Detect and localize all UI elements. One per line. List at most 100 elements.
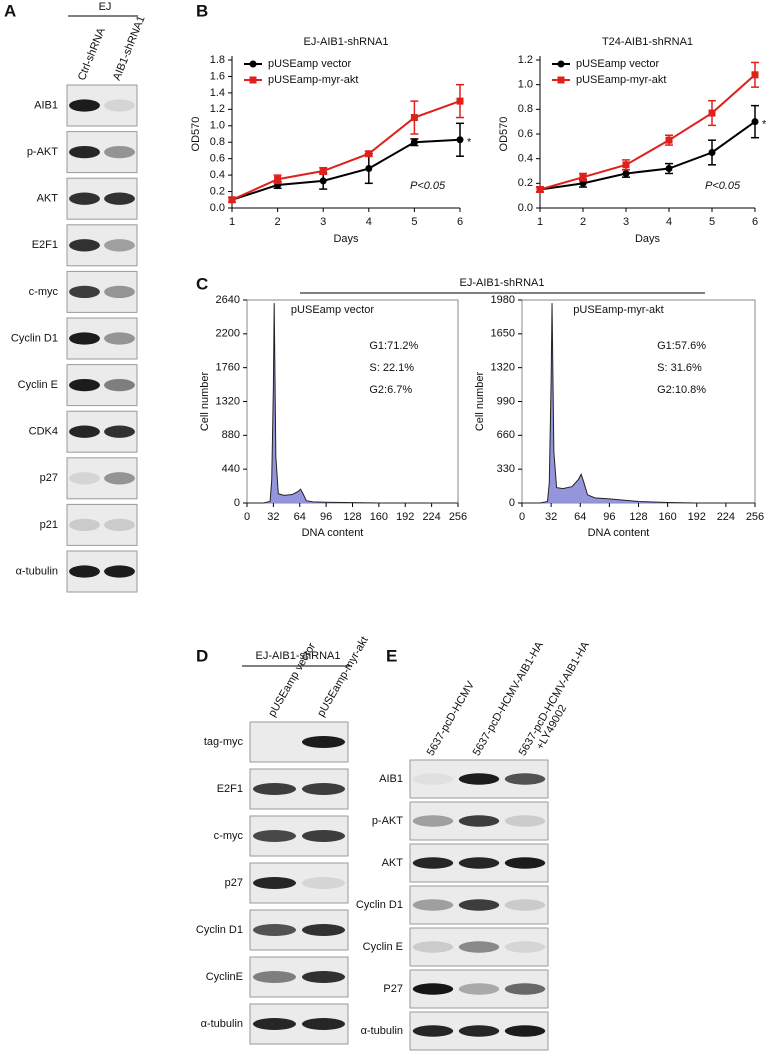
marker bbox=[708, 149, 716, 156]
x-tick-label: 224 bbox=[717, 511, 735, 523]
band bbox=[252, 971, 297, 983]
y-tick-label: 1760 bbox=[216, 362, 240, 374]
row-label: AIB1 bbox=[34, 99, 58, 111]
annotation: G1:57.6% bbox=[657, 340, 706, 352]
band bbox=[301, 1018, 346, 1030]
band bbox=[301, 877, 346, 889]
lane-label: 5637-pcD-HCMV bbox=[425, 679, 478, 758]
plot-frame bbox=[246, 299, 459, 504]
x-tick-label: 128 bbox=[629, 511, 647, 523]
band bbox=[253, 736, 296, 748]
panel-label: B bbox=[196, 1, 208, 20]
y-tick-label: 1.6 bbox=[210, 70, 225, 82]
band bbox=[104, 378, 135, 392]
row-label: α-tubulin bbox=[361, 1025, 403, 1037]
marker bbox=[751, 71, 759, 79]
band bbox=[504, 941, 546, 953]
blot-header: EJ bbox=[99, 1, 112, 13]
x-tick-label: 4 bbox=[666, 216, 672, 228]
chart-title: EJ-AIB1-shRNA1 bbox=[304, 36, 389, 48]
band bbox=[69, 472, 100, 485]
band bbox=[252, 877, 297, 889]
y-tick-label: 1.4 bbox=[210, 87, 225, 99]
band bbox=[69, 192, 100, 205]
annotation: * bbox=[467, 137, 472, 149]
row-label: AKT bbox=[37, 193, 59, 205]
band bbox=[104, 285, 135, 299]
row-label: E2F1 bbox=[32, 239, 58, 251]
marker bbox=[622, 161, 630, 169]
series-line bbox=[539, 74, 756, 191]
marker bbox=[228, 196, 236, 204]
x-tick-label: 32 bbox=[267, 511, 279, 523]
x-tick-label: 64 bbox=[574, 511, 586, 523]
x-tick-label: 0 bbox=[519, 511, 525, 523]
row-label: CDK4 bbox=[29, 426, 58, 438]
band bbox=[301, 830, 346, 842]
x-tick-label: 160 bbox=[370, 511, 388, 523]
band bbox=[252, 783, 297, 795]
y-tick-label: 1.0 bbox=[518, 79, 533, 91]
x-tick-label: 192 bbox=[396, 511, 414, 523]
x-tick-label: 0 bbox=[244, 511, 250, 523]
annotation: S: 22.1% bbox=[369, 362, 414, 374]
band bbox=[69, 285, 100, 299]
x-tick-label: 1 bbox=[229, 216, 235, 228]
band bbox=[412, 773, 454, 785]
row-label: α-tubulin bbox=[16, 565, 58, 577]
annotation: G2:6.7% bbox=[369, 384, 412, 396]
y-axis-label: Cell number bbox=[474, 372, 486, 432]
row-label: E2F1 bbox=[217, 783, 243, 795]
row-label: CyclinE bbox=[206, 971, 243, 983]
marker bbox=[536, 186, 544, 193]
band bbox=[104, 472, 135, 485]
blot-box bbox=[66, 457, 138, 500]
panel-label: E bbox=[386, 646, 397, 665]
x-tick-label: 96 bbox=[320, 511, 332, 523]
x-tick-label: 6 bbox=[457, 216, 463, 228]
x-tick-label: 256 bbox=[449, 511, 467, 523]
band bbox=[69, 378, 100, 392]
annotation: * bbox=[762, 119, 767, 131]
row-label: α-tubulin bbox=[201, 1018, 243, 1030]
y-tick-label: 0.0 bbox=[210, 202, 225, 214]
band bbox=[104, 192, 135, 205]
y-tick-label: 660 bbox=[497, 429, 515, 441]
marker bbox=[410, 138, 418, 146]
y-tick-label: 0.0 bbox=[518, 202, 533, 214]
chart-title: pUSEamp-myr-akt bbox=[573, 304, 663, 316]
blot-box bbox=[409, 927, 549, 967]
marker bbox=[410, 114, 418, 122]
band bbox=[69, 145, 100, 159]
row-label: Cyclin E bbox=[18, 379, 58, 391]
marker bbox=[708, 109, 716, 117]
y-tick-label: 0.6 bbox=[210, 153, 225, 165]
x-axis-label: Days bbox=[333, 233, 359, 245]
x-tick-label: 224 bbox=[422, 511, 440, 523]
y-tick-label: 440 bbox=[222, 463, 240, 475]
y-axis-label: Cell number bbox=[199, 372, 211, 432]
y-tick-label: 1320 bbox=[491, 362, 515, 374]
band bbox=[412, 941, 454, 953]
band bbox=[104, 518, 135, 532]
y-tick-label: 2640 bbox=[216, 294, 240, 306]
y-tick-label: 1320 bbox=[216, 395, 240, 407]
marker bbox=[319, 167, 327, 175]
marker bbox=[665, 136, 673, 144]
row-label: p-AKT bbox=[27, 146, 58, 158]
legend-label: pUSEamp-myr-akt bbox=[268, 74, 358, 86]
band bbox=[458, 899, 500, 911]
x-tick-label: 6 bbox=[752, 216, 758, 228]
series-line bbox=[231, 138, 461, 201]
band bbox=[69, 518, 100, 532]
panel-label: D bbox=[196, 646, 208, 665]
row-label: c-myc bbox=[29, 286, 59, 298]
band bbox=[252, 1018, 297, 1030]
band bbox=[104, 332, 135, 345]
marker bbox=[456, 97, 464, 105]
annotation: S: 31.6% bbox=[657, 362, 702, 374]
row-label: Cyclin D1 bbox=[196, 924, 243, 936]
band bbox=[412, 983, 454, 995]
histogram-area bbox=[247, 303, 458, 504]
